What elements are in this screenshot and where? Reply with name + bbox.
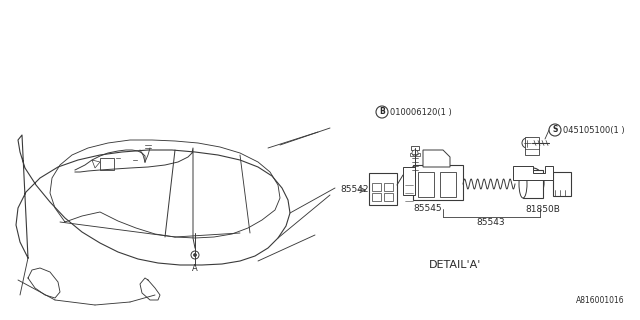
Circle shape [522,138,532,148]
Bar [413,165,463,200]
Polygon shape [423,150,450,167]
Bar [372,193,381,201]
Polygon shape [92,160,100,168]
Circle shape [193,253,196,257]
Bar [372,183,381,191]
Text: 85543: 85543 [477,218,506,227]
Bar [525,137,539,155]
Bar [411,146,419,150]
Bar [369,173,397,205]
Text: 010006120(1 ): 010006120(1 ) [390,108,452,116]
Circle shape [412,150,418,156]
Text: B: B [379,108,385,116]
Bar [553,172,571,196]
Bar [403,167,415,195]
Bar [410,153,420,156]
Text: A: A [192,264,198,273]
Text: DETAIL'A': DETAIL'A' [429,260,481,270]
Text: 045105100(1 ): 045105100(1 ) [563,125,625,134]
Circle shape [549,124,561,136]
Bar [440,172,456,197]
Text: 85545: 85545 [413,204,442,213]
Text: 81850B: 81850B [525,205,561,214]
Bar [523,170,543,198]
Bar [384,183,393,191]
Text: 85542: 85542 [340,186,369,195]
Ellipse shape [519,170,527,198]
Text: S: S [552,125,557,134]
Ellipse shape [522,168,544,198]
Circle shape [376,106,388,118]
Polygon shape [513,166,553,180]
Bar [418,172,434,197]
Circle shape [191,251,199,259]
Bar [384,193,393,201]
Bar [100,158,114,170]
Text: A816001016: A816001016 [577,296,625,305]
